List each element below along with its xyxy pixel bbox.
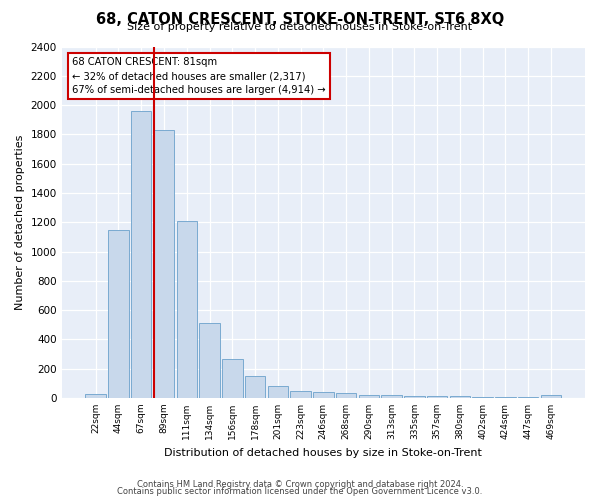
Bar (359, 395, 379, 398)
Text: 68 CATON CRESCENT: 81sqm
← 32% of detached houses are smaller (2,317)
67% of sem: 68 CATON CRESCENT: 81sqm ← 32% of detach… (72, 57, 326, 95)
Bar (176, 221, 197, 398)
Text: Size of property relative to detached houses in Stoke-on-Trent: Size of property relative to detached ho… (127, 22, 473, 32)
Bar (449, 396, 470, 398)
Bar (518, 397, 538, 398)
Bar (382, 394, 402, 398)
Bar (404, 396, 425, 398)
Bar (108, 230, 129, 398)
Bar (336, 392, 356, 398)
Bar (313, 392, 334, 398)
Bar (154, 130, 174, 398)
Y-axis label: Number of detached properties: Number of detached properties (15, 134, 25, 310)
Bar (541, 395, 561, 398)
Bar (199, 324, 220, 398)
Bar (222, 359, 242, 398)
X-axis label: Distribution of detached houses by size in Stoke-on-Trent: Distribution of detached houses by size … (164, 448, 482, 458)
Bar (427, 396, 448, 398)
Bar (290, 392, 311, 398)
Bar (495, 397, 515, 398)
Bar (85, 394, 106, 398)
Bar (131, 111, 151, 398)
Bar (472, 397, 493, 398)
Text: Contains public sector information licensed under the Open Government Licence v3: Contains public sector information licen… (118, 487, 482, 496)
Text: Contains HM Land Registry data © Crown copyright and database right 2024.: Contains HM Land Registry data © Crown c… (137, 480, 463, 489)
Bar (245, 376, 265, 398)
Text: 68, CATON CRESCENT, STOKE-ON-TRENT, ST6 8XQ: 68, CATON CRESCENT, STOKE-ON-TRENT, ST6 … (96, 12, 504, 28)
Bar (268, 386, 288, 398)
